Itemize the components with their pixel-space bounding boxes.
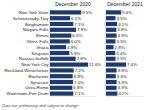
data-label: 7.9% [77, 27, 87, 32]
bar [50, 28, 76, 32]
data-label: 11.6% [89, 62, 101, 67]
category-label: Syracuse [30, 80, 49, 85]
bar [106, 80, 117, 84]
category-label: Ithaca [37, 45, 50, 50]
bar [106, 34, 117, 38]
data-label: 9.5% [82, 10, 92, 15]
footnote: Data are preliminary and subject to chan… [2, 103, 79, 108]
bar [106, 86, 117, 90]
panel-title: December 2021 [107, 1, 143, 7]
bar [50, 16, 70, 20]
category-label: Niagara Falls [23, 27, 50, 32]
category-label: Binghamton [25, 22, 49, 27]
data-label: 3.9% [118, 80, 128, 85]
axis-line [50, 96, 96, 97]
bar [106, 22, 117, 26]
category-label: Nassau-Suffolk [19, 56, 49, 61]
bar [50, 63, 88, 67]
bar [106, 51, 115, 55]
bar [106, 57, 116, 61]
category-label: Elmira [36, 33, 49, 38]
data-label: 6.5% [72, 33, 82, 38]
bar [50, 51, 69, 55]
bar [106, 92, 117, 96]
data-label: 7.1% [74, 91, 84, 96]
bar [106, 10, 121, 14]
category-label: New York City [21, 62, 49, 67]
chart: December 2020 9.5% New York State 6.1% Schen… [0, 0, 147, 110]
data-label: 3.6% [117, 74, 127, 79]
bar [50, 22, 73, 26]
data-label: 3.5% [117, 16, 127, 21]
bars [50, 10, 88, 95]
bar [50, 80, 73, 84]
bar [50, 45, 66, 49]
data-label: 3.9% [118, 68, 128, 73]
panel-title: December 2020 [55, 1, 91, 7]
data-label: 2.8% [115, 45, 125, 50]
bar [50, 39, 70, 43]
data-label: 4.9% [67, 45, 77, 50]
data-label: 3.5% [117, 56, 127, 61]
data-label: 7.1% [74, 22, 84, 27]
bar [50, 10, 81, 14]
data-label: 5.6% [122, 10, 132, 15]
data-label: 7.0% [74, 80, 84, 85]
category-label: Watertown-Fort Drum [6, 91, 48, 96]
category-label: Rochester [28, 74, 49, 79]
bar [106, 74, 116, 78]
category-label: Utica-Rome [25, 85, 49, 90]
data-label: 4.1% [118, 22, 128, 27]
category-label: New York State [18, 10, 49, 15]
bar [106, 63, 126, 67]
data-label: 6.8% [73, 85, 83, 90]
bar [106, 28, 116, 32]
data-label: 3.5% [117, 39, 127, 44]
bar [106, 39, 116, 43]
category-label: Schenectady-Troy [13, 16, 49, 21]
data-label: 3.8% [117, 27, 127, 32]
bar [106, 45, 114, 49]
data-label: 6.0% [71, 39, 81, 44]
data-label: 5.9% [70, 51, 80, 56]
bar [50, 34, 71, 38]
data-label: 4.2% [118, 91, 128, 96]
data-label: 7.2% [75, 68, 85, 73]
category-label: Glens Falls [27, 39, 50, 44]
category-label: Rockland-Westchester [4, 68, 49, 73]
data-label: 6.9% [74, 74, 84, 79]
bar [50, 86, 72, 90]
data-label: 7.8% [77, 56, 87, 61]
data-label: 3.9% [118, 33, 128, 38]
bar [50, 92, 73, 96]
data-label: 6.1% [71, 16, 81, 21]
data-label: 7.4% [127, 62, 137, 67]
category-label: Kingston [31, 51, 49, 56]
bar [106, 16, 116, 20]
bar [50, 74, 73, 78]
data-label: 3.9% [118, 85, 128, 90]
bar [50, 68, 74, 72]
data-label: 3.4% [116, 51, 126, 56]
bar [50, 57, 76, 61]
bar [106, 68, 117, 72]
